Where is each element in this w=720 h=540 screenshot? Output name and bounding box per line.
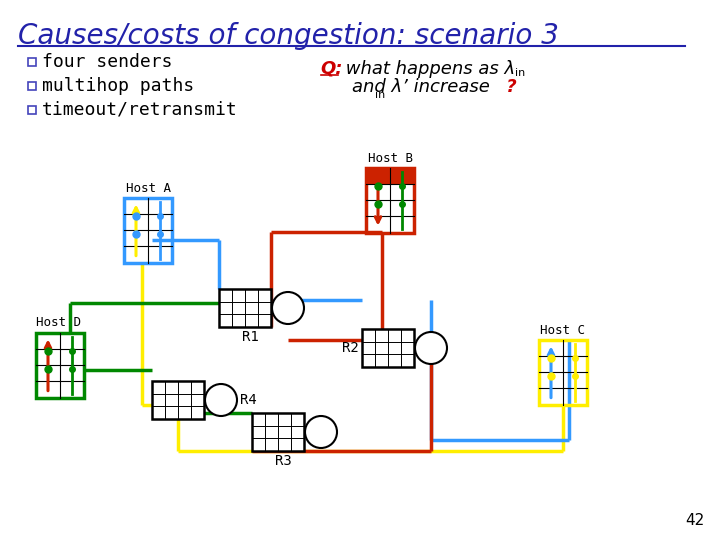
Bar bbox=[28, 82, 36, 90]
Circle shape bbox=[272, 292, 304, 324]
Text: ?: ? bbox=[500, 78, 517, 96]
Circle shape bbox=[305, 416, 337, 448]
Text: Q:: Q: bbox=[320, 60, 343, 78]
Bar bbox=[219, 289, 271, 327]
Text: Host D: Host D bbox=[36, 316, 81, 329]
Text: Host B: Host B bbox=[367, 152, 413, 165]
Text: and λ’ increase: and λ’ increase bbox=[352, 78, 490, 96]
Text: multihop paths: multihop paths bbox=[42, 77, 194, 95]
Bar bbox=[362, 329, 414, 367]
Bar bbox=[252, 413, 304, 451]
Bar bbox=[539, 340, 587, 404]
Bar bbox=[366, 167, 414, 233]
Bar bbox=[152, 381, 204, 419]
Text: R4: R4 bbox=[240, 393, 257, 407]
Bar bbox=[124, 198, 172, 262]
Text: 42: 42 bbox=[685, 513, 705, 528]
Text: R1: R1 bbox=[242, 330, 258, 344]
Bar bbox=[28, 106, 36, 114]
Text: in: in bbox=[375, 90, 385, 100]
Text: R2: R2 bbox=[342, 341, 359, 355]
Bar bbox=[28, 58, 36, 66]
Circle shape bbox=[205, 384, 237, 416]
Text: Causes/costs of congestion: scenario 3: Causes/costs of congestion: scenario 3 bbox=[18, 22, 559, 50]
Text: in: in bbox=[515, 68, 526, 78]
Bar bbox=[36, 333, 84, 397]
Text: timeout/retransmit: timeout/retransmit bbox=[42, 101, 238, 119]
Text: R3: R3 bbox=[274, 454, 292, 468]
Text: Host A: Host A bbox=[125, 181, 171, 194]
Circle shape bbox=[415, 332, 447, 364]
Text: what happens as λ: what happens as λ bbox=[340, 60, 515, 78]
Text: four senders: four senders bbox=[42, 53, 173, 71]
Text: Host C: Host C bbox=[541, 323, 585, 336]
Bar bbox=[366, 167, 414, 184]
